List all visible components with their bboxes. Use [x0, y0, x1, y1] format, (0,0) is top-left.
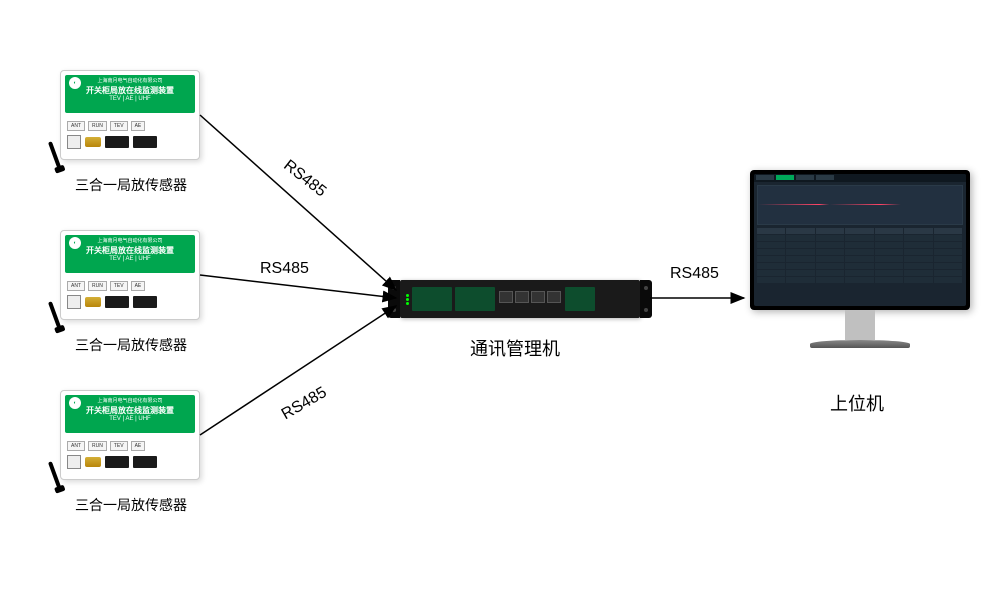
- chart-line-icon: [758, 204, 962, 205]
- sensor-header: ◐ 上海南月电气自动化有限公司 开关柜局放在线监测装置 TEV | AE | U…: [65, 395, 195, 433]
- screen-topnav: [754, 174, 966, 182]
- sensor-header: ◐ 上海南月电气自动化有限公司 开关柜局放在线监测装置 TEV | AE | U…: [65, 235, 195, 273]
- edge-sensor2-gateway: [200, 275, 396, 298]
- sensor-title-en: TEV | AE | UHF: [65, 256, 195, 263]
- sensor-company: 上海南月电气自动化有限公司: [97, 238, 162, 244]
- sensor-device-1: ◐ 上海南月电气自动化有限公司 开关柜局放在线监测装置 TEV | AE | U…: [60, 70, 200, 160]
- sensor-header: ◐ 上海南月电气自动化有限公司 开关柜局放在线监测装置 TEV | AE | U…: [65, 75, 195, 113]
- sensor-ports: ANT RUN TEV AE: [61, 277, 199, 295]
- screen-chart: [757, 185, 963, 225]
- monitor-stand-neck-icon: [845, 310, 875, 340]
- sensor-bottom: [61, 295, 199, 313]
- terminal-block-icon: [105, 296, 129, 308]
- monitor-stand-base-icon: [810, 340, 910, 348]
- edge-label-1: RS485: [280, 157, 330, 201]
- communication-gateway: [400, 280, 640, 318]
- led-indicators-icon: [406, 294, 409, 305]
- port-ant: ANT: [67, 121, 85, 131]
- antenna-icon: [48, 461, 62, 491]
- antenna-port-icon: [67, 455, 81, 469]
- sensor-label-1: 三合一局放传感器: [75, 175, 187, 195]
- sensor-device-2: ◐ 上海南月电气自动化有限公司 开关柜局放在线监测装置 TEV | AE | U…: [60, 230, 200, 320]
- terminal-block-icon: [133, 456, 157, 468]
- terminal-group-icon: [565, 287, 595, 311]
- sensor-title-en: TEV | AE | UHF: [65, 96, 195, 103]
- port-ae: AE: [131, 281, 146, 291]
- sensor-title-cn: 开关柜局放在线监测装置: [65, 246, 195, 256]
- rack-ear-icon: [640, 280, 652, 318]
- edge-label-3: RS485: [279, 384, 330, 424]
- sensor-company: 上海南月电气自动化有限公司: [97, 78, 162, 84]
- sma-connector-icon: [85, 137, 101, 147]
- sensor-bottom: [61, 455, 199, 473]
- sma-connector-icon: [85, 297, 101, 307]
- antenna-icon: [48, 141, 62, 171]
- monitor-screen: [754, 174, 966, 306]
- port-run: RUN: [88, 121, 107, 131]
- sensor-company: 上海南月电气自动化有限公司: [97, 398, 162, 404]
- antenna-icon: [48, 301, 62, 331]
- port-tev: TEV: [110, 121, 128, 131]
- sensor-ports: ANT RUN TEV AE: [61, 117, 199, 135]
- sensor-ports: ANT RUN TEV AE: [61, 437, 199, 455]
- port-run: RUN: [88, 441, 107, 451]
- terminal-block-icon: [105, 136, 129, 148]
- sensor-label-2: 三合一局放传感器: [75, 335, 187, 355]
- sensor-title-en: TEV | AE | UHF: [65, 416, 195, 423]
- terminal-group-icon: [412, 287, 452, 311]
- terminal-group-icon: [455, 287, 495, 311]
- sensor-title-cn: 开关柜局放在线监测装置: [65, 86, 195, 96]
- gateway-label: 通讯管理机: [470, 335, 560, 361]
- monitor-bezel: [750, 170, 970, 310]
- port-tev: TEV: [110, 441, 128, 451]
- port-run: RUN: [88, 281, 107, 291]
- port-ant: ANT: [67, 441, 85, 451]
- port-tev: TEV: [110, 281, 128, 291]
- host-label: 上位机: [830, 390, 884, 416]
- sensor-label-3: 三合一局放传感器: [75, 495, 187, 515]
- ethernet-ports-icon: [498, 290, 562, 309]
- edge-label-2: RS485: [260, 260, 309, 278]
- logo-icon: ◐: [69, 77, 81, 89]
- sensor-bottom: [61, 135, 199, 153]
- sma-connector-icon: [85, 457, 101, 467]
- logo-icon: ◐: [69, 237, 81, 249]
- terminal-block-icon: [133, 136, 157, 148]
- host-computer: [750, 170, 970, 348]
- terminal-block-icon: [105, 456, 129, 468]
- edge-label-4: RS485: [670, 265, 719, 283]
- terminal-block-icon: [133, 296, 157, 308]
- screen-table: [757, 228, 963, 283]
- rack-ear-icon: [388, 280, 400, 318]
- sensor-title-cn: 开关柜局放在线监测装置: [65, 406, 195, 416]
- logo-icon: ◐: [69, 397, 81, 409]
- port-ae: AE: [131, 441, 146, 451]
- port-ant: ANT: [67, 281, 85, 291]
- sensor-device-3: ◐ 上海南月电气自动化有限公司 开关柜局放在线监测装置 TEV | AE | U…: [60, 390, 200, 480]
- port-ae: AE: [131, 121, 146, 131]
- antenna-port-icon: [67, 135, 81, 149]
- antenna-port-icon: [67, 295, 81, 309]
